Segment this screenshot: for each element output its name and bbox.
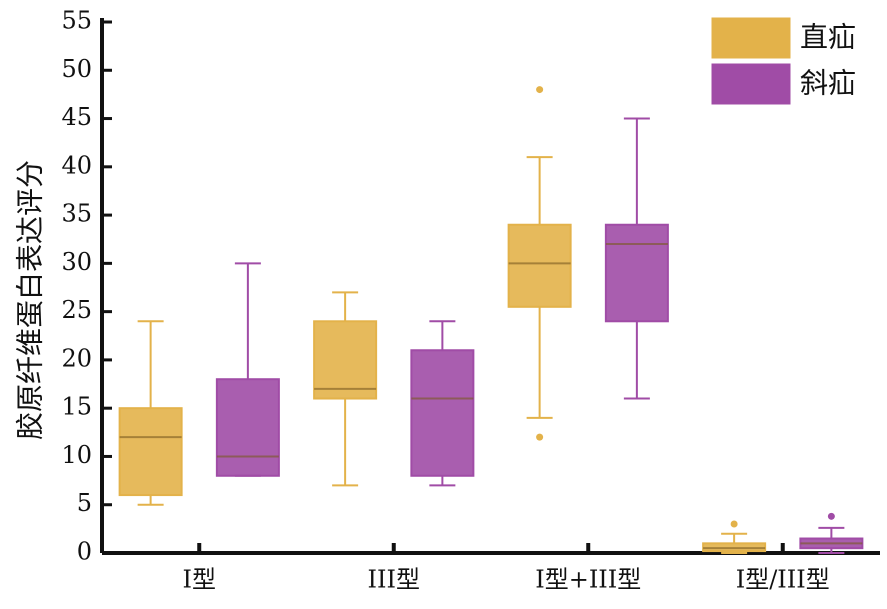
box <box>604 223 669 323</box>
y-tick-label: 10 <box>61 441 92 469</box>
box <box>410 349 475 477</box>
outlier <box>536 86 544 94</box>
x-tick-label: III型 <box>368 566 420 594</box>
y-tick-label: 30 <box>61 248 92 276</box>
y-tick-label: 15 <box>61 393 92 421</box>
legend-swatch <box>711 17 791 59</box>
outlier <box>536 433 544 441</box>
box <box>215 378 280 477</box>
y-tick-label: 50 <box>61 55 92 83</box>
y-tick-label: 35 <box>61 200 92 228</box>
y-tick-label: 55 <box>61 7 92 35</box>
y-tick-label: 45 <box>61 103 92 131</box>
legend-label: 斜疝 <box>800 67 856 100</box>
box <box>507 223 572 308</box>
box <box>118 407 183 497</box>
legend-label: 直疝 <box>800 21 856 54</box>
x-tick-label: I型+III型 <box>535 566 641 594</box>
y-tick-label: 40 <box>61 151 92 179</box>
y-tick-label: 0 <box>77 538 92 566</box>
outlier <box>827 512 835 520</box>
legend-swatch <box>711 63 791 105</box>
y-tick-label: 20 <box>61 344 92 372</box>
x-tick-label: I型/III型 <box>736 566 830 594</box>
y-tick-label: 25 <box>61 296 92 324</box>
y-axis-label: 胶原纤维蛋白表达评分 <box>14 160 47 440</box>
x-tick-label: I型 <box>183 566 216 594</box>
box <box>313 320 378 400</box>
y-tick-label: 5 <box>77 489 92 517</box>
outlier <box>730 520 738 528</box>
